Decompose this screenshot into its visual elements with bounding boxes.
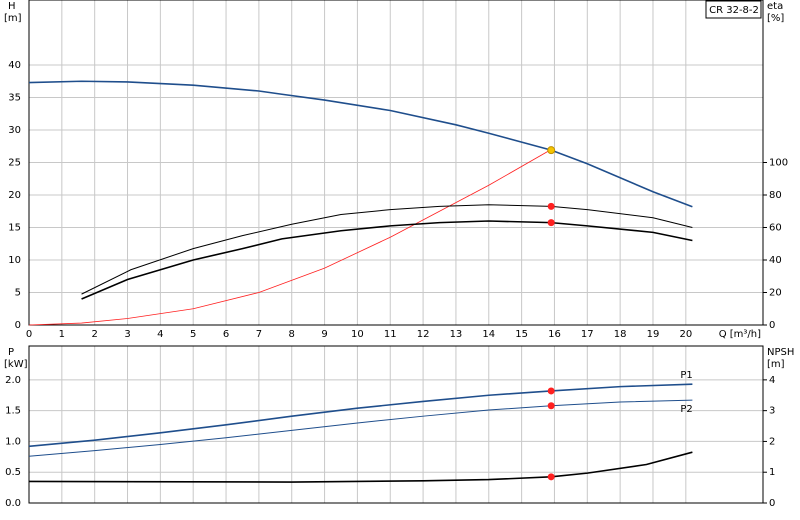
chart-title: CR 32-8-2 (709, 5, 759, 16)
y2-tick-label: 0 (769, 320, 775, 331)
duty-point (547, 219, 555, 227)
x-tick-label: 12 (417, 329, 430, 340)
y-axis-label: H (8, 1, 16, 12)
x-tick-label: 13 (450, 329, 463, 340)
x-tick-label: 16 (548, 329, 561, 340)
y2-tick-label: 100 (769, 158, 788, 169)
duty-point (547, 146, 556, 155)
y-tick-label: 10 (8, 255, 21, 266)
curve (28, 80, 693, 208)
y-tick-label: 15 (8, 223, 21, 234)
curve (28, 149, 552, 326)
y2-tick-label: 60 (769, 223, 782, 234)
y-tick-label: 0.0 (5, 498, 21, 509)
x-tick-label: 0 (26, 329, 32, 340)
y2-axis-label: NPSH (767, 347, 794, 358)
title-box (705, 0, 762, 19)
x-tick-label: 7 (256, 329, 262, 340)
y-axis-unit: [m] (4, 13, 22, 24)
duty-point (547, 402, 555, 410)
x-axis-label: Q [m³/h] (719, 329, 761, 340)
x-tick-label: 4 (157, 329, 163, 340)
curve (28, 399, 693, 457)
x-tick-label: 18 (614, 329, 627, 340)
y2-tick-label: 1 (769, 467, 775, 478)
y2-tick-label: 20 (769, 288, 782, 299)
y2-tick-label: 3 (769, 406, 775, 417)
series-label: P2 (680, 404, 692, 415)
x-tick-label: 2 (91, 329, 97, 340)
x-tick-label: 20 (679, 329, 692, 340)
y2-tick-label: 2 (769, 436, 775, 447)
plot-frame (28, 345, 764, 504)
y2-tick-label: 80 (769, 190, 782, 201)
y-tick-label: 0.5 (5, 467, 21, 478)
y2-tick-label: 40 (769, 255, 782, 266)
x-tick-label: 15 (515, 329, 528, 340)
y2-axis-unit: [%] (767, 13, 784, 24)
x-tick-label: 6 (223, 329, 229, 340)
x-tick-label: 8 (289, 329, 295, 340)
curve (81, 220, 693, 300)
y-tick-label: 25 (8, 158, 21, 169)
y-tick-label: 35 (8, 93, 21, 104)
curve (28, 383, 693, 448)
curve (81, 204, 693, 295)
y2-axis-unit: [m] (767, 359, 785, 370)
y-tick-label: 30 (8, 125, 21, 136)
x-tick-label: 1 (59, 329, 65, 340)
x-tick-label: 14 (482, 329, 495, 340)
plot-frame (28, 0, 764, 326)
curve (28, 451, 693, 483)
y2-axis-label: eta (767, 1, 783, 12)
x-tick-label: 19 (647, 329, 660, 340)
y2-tick-label: 0 (769, 498, 775, 509)
y-tick-label: 0 (15, 320, 21, 331)
duty-point (547, 387, 555, 395)
duty-point (547, 202, 555, 210)
x-label-bg (719, 328, 763, 341)
x-tick-label: 10 (351, 329, 364, 340)
y2-tick-label: 4 (769, 375, 775, 386)
x-tick-label: 11 (384, 329, 397, 340)
y-tick-label: 1.0 (5, 436, 21, 447)
x-tick-label: 3 (124, 329, 130, 340)
y-tick-label: 2.0 (5, 375, 21, 386)
y-tick-label: 5 (15, 288, 21, 299)
y-tick-label: 20 (8, 190, 21, 201)
x-tick-label: 9 (321, 329, 327, 340)
x-tick-label: 17 (581, 329, 594, 340)
y-axis-label: P (8, 347, 14, 358)
y-tick-label: 40 (8, 60, 21, 71)
duty-point (547, 473, 555, 481)
x-tick-label: 5 (190, 329, 196, 340)
series-label: P1 (680, 370, 692, 381)
y-axis-unit: [kW] (4, 359, 28, 370)
y-tick-label: 1.5 (5, 406, 21, 417)
